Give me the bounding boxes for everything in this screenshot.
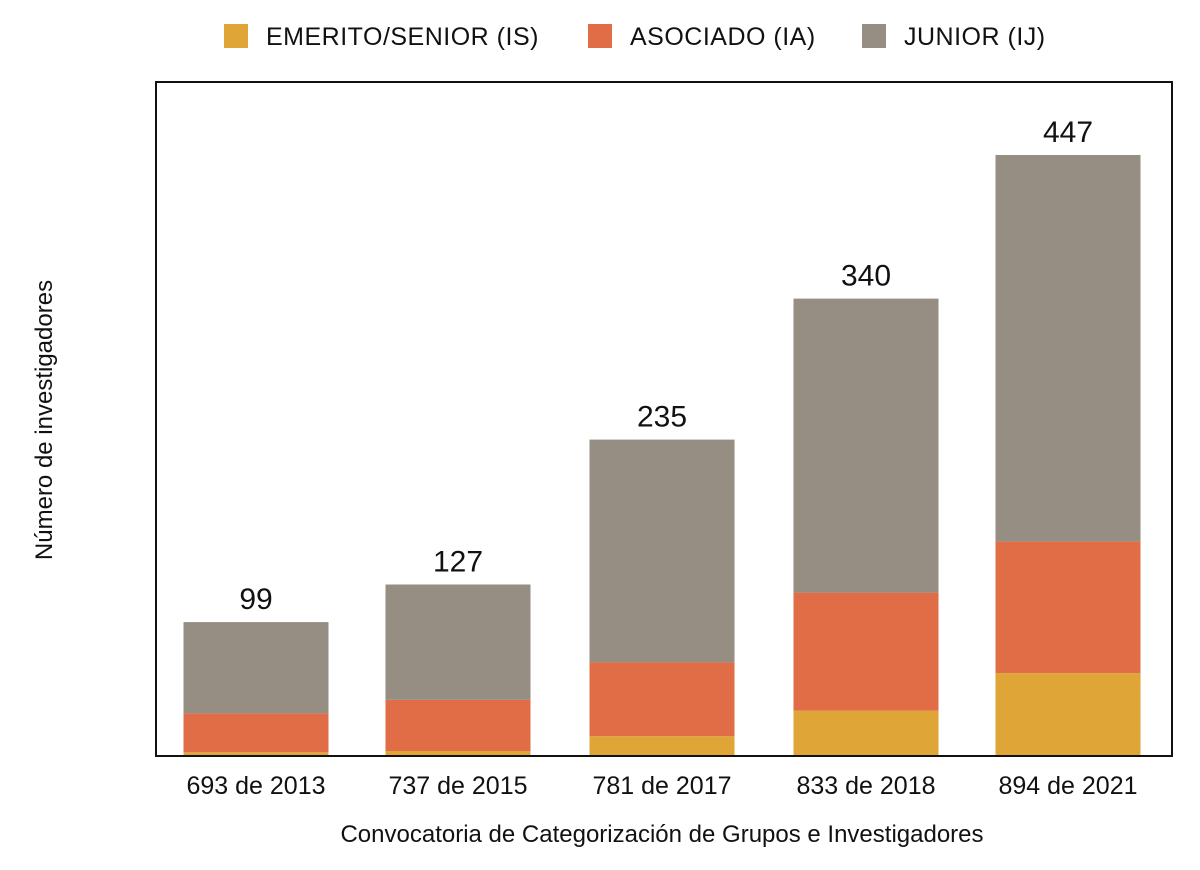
bar-segment-asociado bbox=[385, 700, 531, 751]
legend-label: JUNIOR (IJ) bbox=[904, 23, 1046, 51]
x-tick-label: 693 de 2013 bbox=[186, 772, 325, 800]
bar-segment-junior bbox=[995, 155, 1141, 542]
bar-segment-asociado bbox=[589, 662, 735, 737]
bar-segment-emerito-senior bbox=[793, 710, 939, 755]
bar-total-label: 99 bbox=[239, 583, 272, 616]
x-tick-labels: 693 de 2013 737 de 2015 781 de 2017 833 de … bbox=[186, 772, 1137, 800]
bar-total-label: 127 bbox=[433, 546, 483, 579]
bar-total-label: 340 bbox=[841, 260, 891, 293]
legend-swatch bbox=[224, 24, 248, 48]
bars-group bbox=[183, 155, 1141, 755]
bar-total-label: 447 bbox=[1043, 116, 1093, 149]
bar-segment-asociado bbox=[183, 713, 329, 753]
x-axis-title: Convocatoria de Categorización de Grupos… bbox=[340, 821, 983, 848]
bar-segment-junior bbox=[385, 584, 531, 700]
bar-segment-junior bbox=[183, 622, 329, 714]
bar-total-label: 235 bbox=[637, 401, 687, 434]
x-tick-label: 737 de 2015 bbox=[388, 772, 527, 800]
bar-segment-asociado bbox=[995, 541, 1141, 674]
bar-total-labels: 99 127 235 340 447 bbox=[239, 116, 1093, 616]
legend-swatch bbox=[862, 24, 886, 48]
bar-segment-emerito-senior bbox=[995, 673, 1141, 755]
bar-segment-emerito-senior bbox=[183, 752, 329, 755]
bar-segment-emerito-senior bbox=[589, 736, 735, 755]
y-axis-title: Número de investigadores bbox=[31, 280, 58, 560]
plot-frame bbox=[155, 81, 1173, 757]
bar-segment-junior bbox=[793, 298, 939, 593]
bar-segment-asociado bbox=[793, 592, 939, 711]
bar-segment-junior bbox=[589, 439, 735, 663]
legend-label: EMERITO/SENIOR (IS) bbox=[266, 23, 539, 51]
x-tick-label: 781 de 2017 bbox=[592, 772, 731, 800]
legend-swatch bbox=[588, 24, 612, 48]
bar-segment-emerito-senior bbox=[385, 751, 531, 755]
legend-label: ASOCIADO (IA) bbox=[630, 23, 816, 51]
chart-legend: EMERITO/SENIOR (IS) ASOCIADO (IA) JUNIOR (… bbox=[224, 23, 1046, 51]
x-tick-label: 833 de 2018 bbox=[796, 772, 935, 800]
x-tick-label: 894 de 2021 bbox=[998, 772, 1137, 800]
